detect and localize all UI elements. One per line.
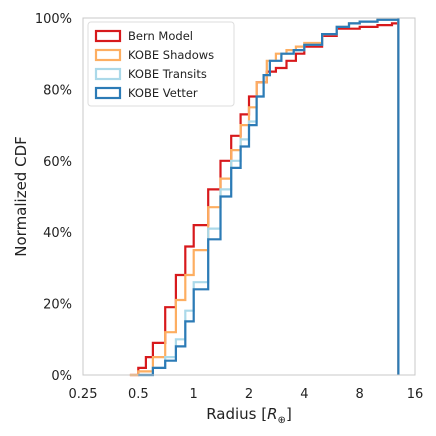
y-tick-label: 0% bbox=[51, 369, 72, 384]
x-tick-label: 2 bbox=[245, 387, 253, 402]
y-tick-labels: 0% 20% 40% 60% 80% 100% bbox=[35, 12, 72, 384]
legend-label: KOBE Shadows bbox=[128, 48, 214, 62]
x-tick-labels: 0.25 0.5 1 2 4 8 16 bbox=[69, 387, 424, 402]
x-axis-label: Radius [R⊕] bbox=[206, 405, 292, 426]
legend: Bern Model KOBE Shadows KOBE Transits KOBE … bbox=[87, 21, 235, 107]
plot-frame bbox=[82, 17, 416, 376]
legend-items: Bern Model KOBE Shadows KOBE Transits KOBE … bbox=[94, 29, 214, 100]
x-tick-label: 1 bbox=[190, 387, 198, 402]
x-tick-label: 4 bbox=[300, 387, 308, 402]
y-axis-label: Normalized CDF bbox=[12, 136, 30, 256]
legend-label: KOBE Transits bbox=[128, 67, 207, 81]
legend-swatch bbox=[94, 67, 122, 81]
series-layer bbox=[129, 18, 400, 377]
legend-box bbox=[87, 21, 235, 107]
x-axis-label-end: ] bbox=[286, 405, 292, 423]
y-tick-label: 40% bbox=[43, 226, 72, 241]
x-axis-label-subscript: ⊕ bbox=[278, 415, 286, 426]
y-tick-label: 60% bbox=[43, 155, 72, 170]
series-line-bern-model bbox=[129, 18, 400, 377]
legend-swatch bbox=[94, 48, 122, 62]
series-line-kobe-vetter bbox=[138, 18, 400, 377]
x-tick-label: 0.5 bbox=[128, 387, 149, 402]
legend-swatch bbox=[94, 29, 122, 43]
legend-swatch bbox=[94, 86, 122, 100]
legend-label: KOBE Vetter bbox=[128, 86, 198, 100]
y-tick-label: 80% bbox=[43, 83, 72, 98]
x-axis-label-main: Radius [ bbox=[206, 405, 267, 423]
x-tick-label: 16 bbox=[407, 387, 424, 402]
y-tick-label: 100% bbox=[35, 12, 72, 27]
legend-label: Bern Model bbox=[128, 29, 193, 43]
y-tick-label: 20% bbox=[43, 298, 72, 313]
x-tick-label: 8 bbox=[356, 387, 364, 402]
x-tick-label: 0.25 bbox=[69, 387, 98, 402]
x-axis-label-symbol: R bbox=[267, 405, 277, 423]
